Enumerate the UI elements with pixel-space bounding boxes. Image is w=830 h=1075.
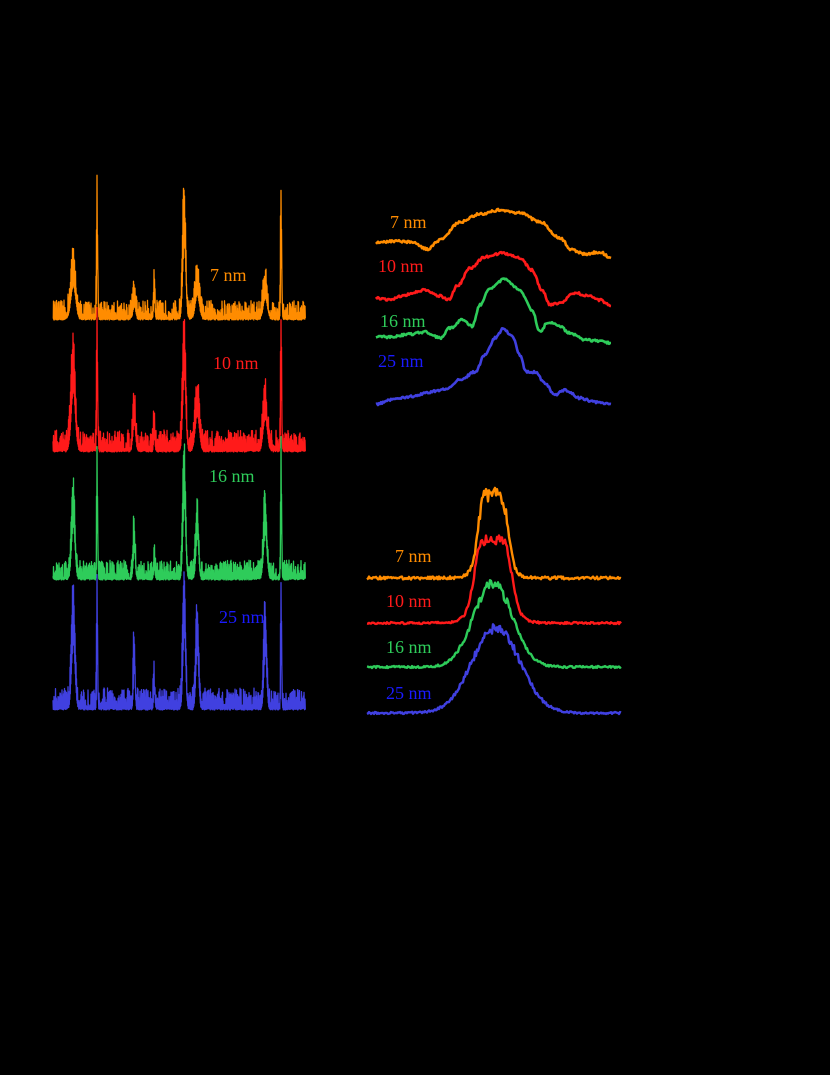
trace-rt-7nm [375,207,612,260]
trace-rt-16nm [375,277,612,346]
label-rb-10nm: 10 nm [386,591,432,611]
trace-left-10nm [52,307,306,453]
label-left-7nm: 7 nm [210,265,247,285]
label-rb-25nm: 25 nm [386,683,432,703]
trace-left-25nm [52,571,306,711]
label-left-10nm: 10 nm [213,353,259,373]
trace-rb-10nm [366,534,622,626]
trace-rb-25nm [366,623,622,716]
trace-rt-10nm [374,250,612,308]
label-rb-7nm: 7 nm [395,546,432,566]
trace-rb-16nm [366,579,622,670]
label-left-16nm: 16 nm [209,466,255,486]
label-left-25nm: 25 nm [219,607,265,627]
label-rt-10nm: 10 nm [378,256,424,276]
label-rt-16nm: 16 nm [380,311,426,331]
trace-rt-25nm [375,326,612,407]
trace-left-7nm [52,174,306,321]
label-rt-25nm: 25 nm [378,351,424,371]
label-rb-16nm: 16 nm [386,637,432,657]
label-rt-7nm: 7 nm [390,212,427,232]
trace-rb-7nm [366,486,622,581]
trace-left-16nm [52,436,306,581]
